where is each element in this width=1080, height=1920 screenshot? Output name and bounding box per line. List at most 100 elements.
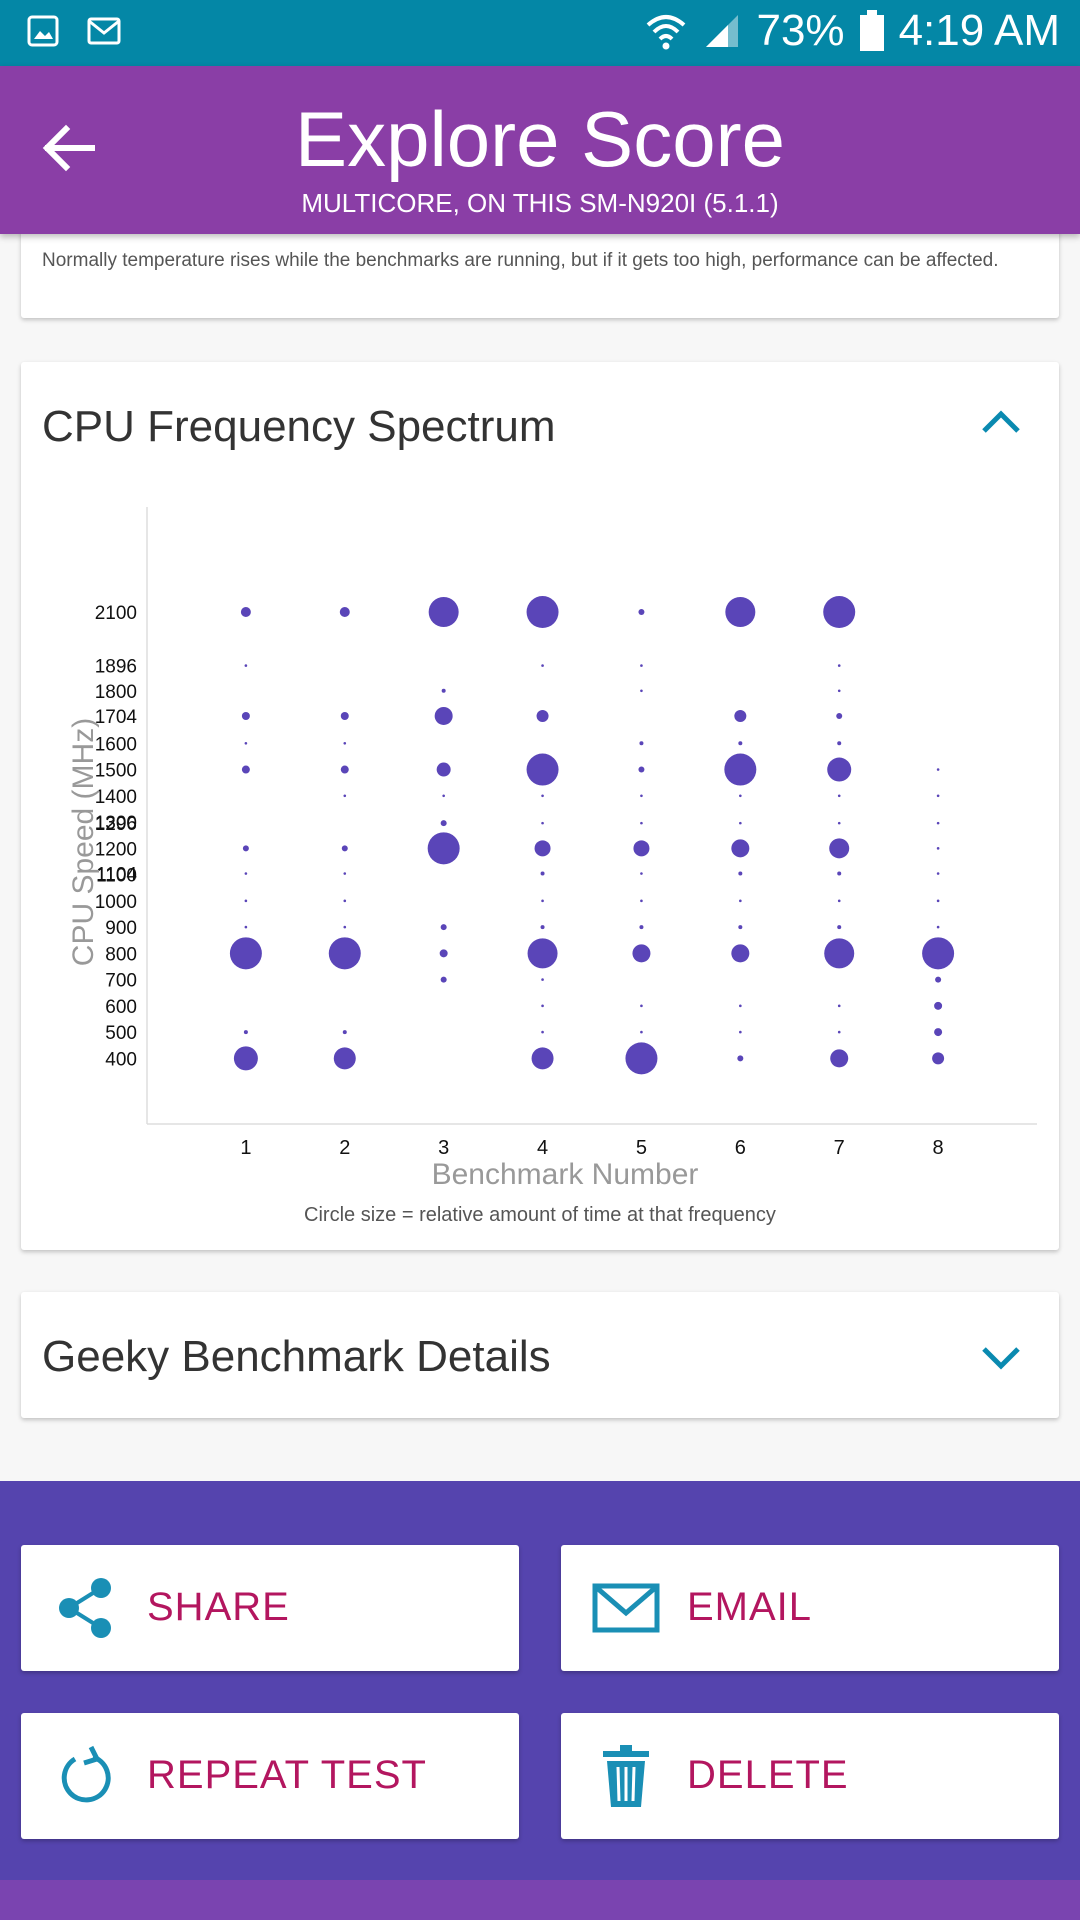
delete-button[interactable]: DELETE	[561, 1713, 1059, 1839]
frequency-bubble	[837, 794, 841, 798]
frequency-bubble	[640, 794, 643, 798]
y-tick-label: 1500	[95, 761, 137, 782]
frequency-bubble	[534, 840, 551, 857]
app-bar: Explore Score MULTICORE, ON THIS SM-N920…	[0, 66, 1080, 234]
frequency-bubble	[341, 845, 348, 852]
frequency-bubble	[333, 1047, 356, 1070]
frequency-bubble	[527, 938, 558, 969]
repeat-test-label: REPEAT TEST	[147, 1753, 427, 1797]
frequency-bubble	[343, 794, 347, 798]
y-tick-label: 400	[105, 1049, 137, 1070]
frequency-bubble	[233, 1046, 258, 1071]
x-tick-label: 7	[834, 1137, 845, 1159]
chevron-up-icon[interactable]	[979, 406, 1023, 436]
frequency-bubble	[244, 664, 248, 667]
frequency-bubble	[830, 1049, 849, 1068]
frequency-bubble	[827, 757, 852, 782]
frequency-bubble	[932, 1052, 945, 1065]
frequency-bubble	[541, 821, 544, 825]
frequency-bubble	[428, 597, 459, 628]
frequency-bubble	[936, 847, 940, 850]
frequency-bubble	[639, 925, 644, 930]
frequency-bubble	[640, 1030, 643, 1034]
frequency-bubble	[739, 1030, 742, 1034]
frequency-bubble	[541, 1004, 544, 1008]
email-button[interactable]: EMAIL	[561, 1545, 1059, 1671]
frequency-bubble	[526, 596, 559, 629]
x-tick-label: 5	[636, 1137, 647, 1159]
email-notification-icon	[87, 17, 121, 45]
frequency-bubble	[328, 937, 361, 970]
email-label: EMAIL	[687, 1585, 813, 1629]
frequency-bubble	[244, 872, 248, 875]
share-button[interactable]: SHARE	[21, 1545, 519, 1671]
frequency-bubble	[526, 753, 559, 786]
bottom-strip	[0, 1880, 1080, 1920]
frequency-bubble	[536, 709, 549, 722]
frequency-bubble	[638, 609, 645, 616]
frequency-bubble	[724, 753, 757, 786]
y-tick-label: 500	[105, 1023, 137, 1044]
frequency-bubble	[640, 1004, 643, 1008]
frequency-bubble	[242, 845, 249, 852]
frequency-bubble	[934, 1001, 943, 1010]
frequency-bubble	[541, 794, 544, 798]
frequency-bubble	[440, 820, 447, 827]
y-tick-label: 1704	[95, 707, 138, 728]
frequency-bubble	[229, 937, 262, 970]
frequency-bubble	[625, 1042, 658, 1075]
frequency-bubble	[244, 925, 248, 929]
y-tick-label: 2100	[95, 603, 137, 624]
frequency-bubble	[836, 712, 843, 719]
frequency-bubble	[824, 938, 855, 969]
frequency-bubble	[738, 871, 743, 876]
battery-percent: 73%	[756, 6, 845, 55]
y-tick-label: 1600	[95, 734, 137, 755]
y-tick-label: 600	[105, 997, 137, 1018]
frequency-bubble	[640, 689, 643, 693]
signal-icon	[706, 15, 739, 47]
frequency-bubble	[531, 1047, 554, 1070]
chart-caption: Circle size = relative amount of time at…	[304, 1204, 776, 1226]
frequency-bubble	[837, 821, 841, 825]
x-tick-label: 2	[339, 1137, 350, 1159]
status-bar: 73% 4:19 AM	[0, 0, 1080, 66]
chevron-down-icon[interactable]	[979, 1344, 1023, 1374]
battery-icon	[859, 10, 884, 51]
frequency-bubble	[632, 944, 651, 963]
frequency-bubble	[343, 925, 347, 929]
frequency-bubble	[339, 607, 350, 618]
frequency-bubble	[441, 688, 446, 693]
trash-icon	[603, 1745, 649, 1807]
frequency-bubble	[439, 949, 448, 958]
frequency-bubble	[837, 741, 842, 746]
back-arrow-icon[interactable]	[36, 116, 100, 180]
frequency-bubble	[541, 664, 544, 667]
frequency-bubble	[638, 766, 645, 773]
frequency-bubble	[640, 872, 643, 875]
frequency-bubble	[934, 1028, 943, 1037]
frequency-bubble	[731, 839, 750, 858]
frequency-bubble	[837, 689, 841, 693]
share-icon	[59, 1578, 111, 1638]
frequency-bubble	[737, 1055, 744, 1062]
repeat-test-button[interactable]: REPEAT TEST	[21, 1713, 519, 1839]
delete-label: DELETE	[687, 1753, 849, 1797]
frequency-bubble	[240, 607, 251, 618]
frequency-bubble	[342, 1030, 347, 1035]
geeky-benchmark-details-card[interactable]: Geeky Benchmark Details	[21, 1292, 1059, 1418]
x-tick-label: 4	[537, 1137, 548, 1159]
geeky-card-title: Geeky Benchmark Details	[42, 1332, 551, 1381]
frequency-bubble	[739, 794, 742, 798]
frequency-bubble	[837, 664, 841, 667]
frequency-bubble	[936, 899, 940, 903]
frequency-bubble	[734, 709, 747, 722]
frequency-bubble	[541, 899, 544, 903]
frequency-bubble	[738, 741, 743, 746]
frequency-bubble	[936, 872, 940, 875]
frequency-bubble	[829, 838, 850, 859]
y-axis-title: CPU Speed (MHz)	[67, 718, 100, 966]
frequency-bubble	[427, 832, 460, 865]
frequency-bubble	[434, 706, 453, 725]
frequency-bubble	[739, 821, 742, 825]
